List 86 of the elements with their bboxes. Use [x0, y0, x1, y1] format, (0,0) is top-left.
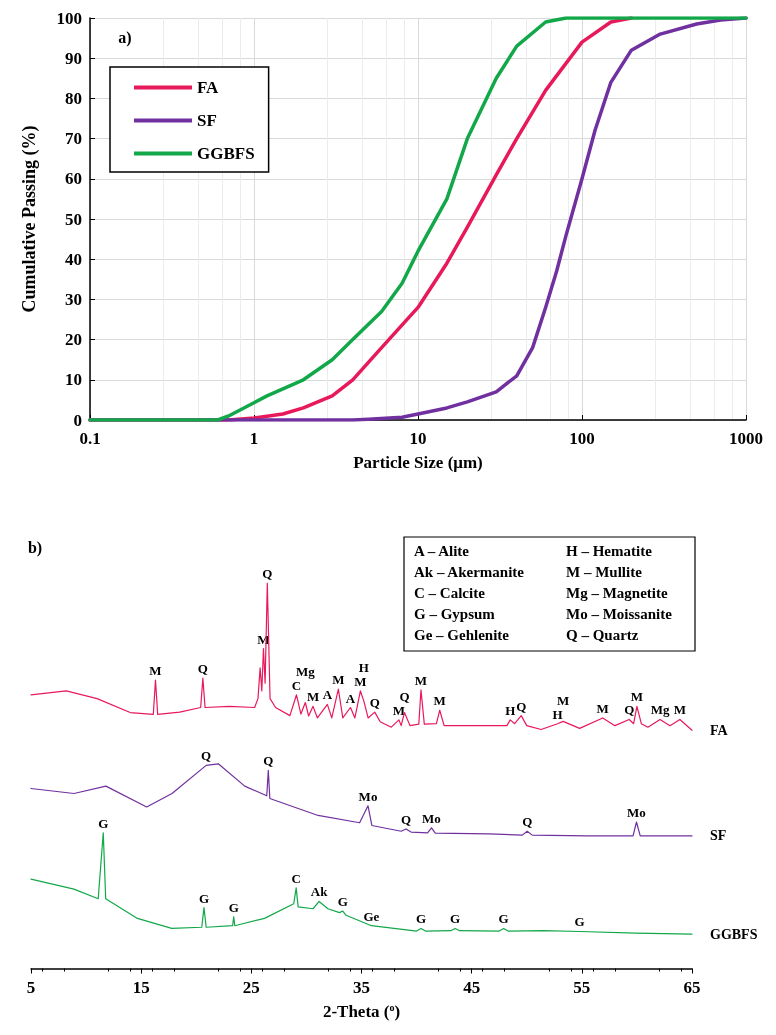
annotation: a)	[118, 28, 132, 47]
annotation: C	[291, 870, 301, 886]
annotation: Mo	[627, 805, 646, 821]
y-axis-title: Cumulative Passing (%)	[19, 125, 40, 313]
annotation: H	[552, 706, 563, 722]
x-tick-label: 35	[353, 977, 370, 997]
x-tick-label: 1000	[729, 429, 763, 448]
annotation: M	[392, 702, 406, 718]
x-tick-label: 55	[573, 977, 591, 997]
x-tick-label: 65	[683, 977, 701, 997]
annotation: Q	[263, 753, 274, 769]
x-tick-label: 5	[26, 977, 36, 997]
annotation: Q	[400, 811, 412, 827]
legend-label: GGBFS	[197, 144, 255, 163]
series-label: FA	[710, 722, 729, 738]
series-label: GGBFS	[710, 926, 758, 942]
annotation: H	[505, 702, 516, 718]
annotation: Q	[262, 566, 273, 581]
legend-label: SF	[197, 111, 217, 130]
x-tick-label: 10	[409, 429, 427, 448]
annotation: G	[450, 911, 461, 927]
text: b)	[27, 538, 43, 557]
annotation: G	[98, 815, 109, 831]
annotation: Ge	[363, 908, 380, 924]
x-tick-label: 25	[242, 977, 260, 997]
annotation: H	[358, 659, 369, 675]
text: A – Alite	[414, 543, 470, 559]
series-label: SF	[710, 828, 727, 844]
y-tick-label: 70	[65, 129, 82, 149]
annotation: Q	[399, 688, 410, 704]
y-tick-label: 30	[65, 289, 82, 309]
annotation: G	[228, 899, 239, 915]
annotation: Mo	[358, 788, 378, 804]
text: Ak – Akermanite	[414, 564, 525, 580]
annotation: Q – Quartz	[566, 627, 639, 643]
annotation: M	[354, 673, 367, 689]
annotation: G	[574, 914, 585, 930]
legend-label: FA	[197, 78, 220, 97]
y-tick-label: 50	[65, 209, 82, 229]
text: H – Hematite	[566, 543, 653, 559]
annotation: Ak	[310, 884, 329, 900]
y-tick-label: 100	[56, 8, 82, 28]
annotation: Mg – Magnetite	[566, 585, 668, 601]
x-tick-label: 0.1	[79, 429, 101, 448]
y-tick-label: 10	[65, 370, 82, 390]
annotation: Q	[201, 748, 212, 764]
x-tick-label: 100	[569, 429, 595, 448]
annotation: Ge – Gehlenite	[414, 627, 510, 643]
annotation: M	[433, 693, 446, 709]
annotation: G – Gypsum	[414, 606, 496, 622]
annotation: M	[149, 663, 162, 679]
annotation: Q	[624, 702, 635, 718]
y-tick-label: 40	[65, 249, 82, 269]
annotation: M	[596, 700, 609, 716]
y-tick-label: 80	[65, 88, 82, 108]
annotation: C	[291, 677, 302, 693]
annotation: G	[498, 911, 509, 927]
x-tick-label: 45	[463, 977, 481, 997]
y-tick-label: 60	[65, 169, 82, 189]
annotation: A	[345, 690, 356, 706]
annotation: Q	[197, 661, 208, 677]
annotation: G	[337, 894, 348, 910]
annotation: M	[332, 672, 345, 688]
x-axis-title: Particle Size (μm)	[353, 453, 483, 472]
y-tick-label: 20	[65, 330, 82, 350]
annotation: C – Calcite	[414, 585, 486, 601]
annotation: Mg	[295, 663, 316, 679]
annotation: A	[322, 687, 333, 703]
annotation: Q	[516, 698, 527, 714]
x-tick-label: 15	[132, 977, 150, 997]
annotation: Q	[522, 814, 533, 830]
y-tick-label: 90	[65, 48, 82, 68]
y-tick-label: 0	[73, 410, 82, 430]
annotation: Mo – Moissanite	[566, 606, 673, 622]
annotation: Mg	[650, 702, 670, 718]
text: M – Mullite	[566, 564, 643, 580]
annotation: G	[198, 890, 210, 906]
annotation: M	[673, 702, 687, 718]
annotation: M	[306, 689, 320, 705]
x-tick-label: 1	[249, 429, 259, 448]
annotation: M	[630, 689, 644, 705]
annotation: Mo	[422, 810, 441, 826]
annotation: M	[414, 672, 428, 688]
annotation: G	[415, 911, 427, 927]
annotation: Q	[369, 695, 380, 711]
annotation: M	[556, 692, 570, 708]
